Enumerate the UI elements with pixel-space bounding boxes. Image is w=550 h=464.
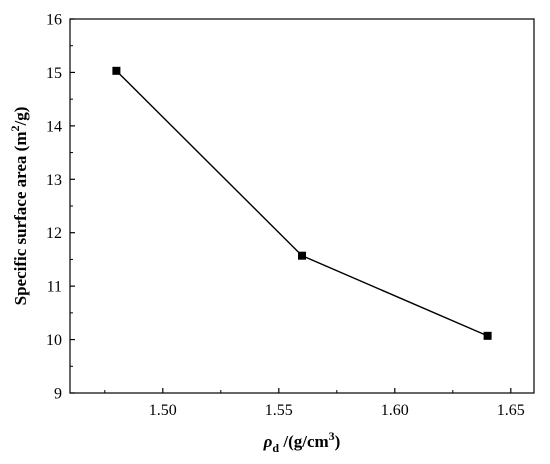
data-point-marker (112, 66, 121, 75)
data-point-marker (483, 331, 492, 340)
x-axis-title-subscript: d (272, 441, 279, 455)
y-tick-label: 11 (47, 279, 62, 296)
y-tick-label: 15 (46, 65, 62, 82)
x-tick-label: 1.60 (381, 402, 409, 419)
plot-area-frame (69, 18, 535, 394)
x-tick-label: 1.65 (497, 402, 525, 419)
x-axis-title: ρd /(g/cm3) (263, 429, 341, 455)
series-line (115, 70, 488, 337)
y-axis-title-text: Specific surface area (m (11, 132, 30, 306)
x-axis-title-close: ) (335, 432, 341, 451)
y-tick-label: 10 (46, 332, 62, 349)
y-axis-title: Specific surface area (m2/g) (8, 107, 30, 306)
y-axis-title-close: /g) (11, 107, 30, 127)
y-tick-label: 14 (46, 118, 62, 135)
y-tick-label: 9 (54, 386, 62, 403)
y-tick-label: 12 (46, 225, 62, 242)
y-tick-label: 16 (46, 12, 62, 29)
x-tick-label: 1.55 (265, 402, 293, 419)
series-layer (112, 66, 492, 340)
x-axis-title-unit: /(g/cm (279, 432, 329, 451)
data-point-marker (298, 251, 306, 260)
x-axis-title-superscript: 3 (329, 429, 335, 443)
x-axis-ticks: 1.50 1.55 1.60 1.65 (104, 388, 525, 419)
x-axis-title-rho: ρ (263, 432, 273, 451)
y-tick-label: 13 (46, 172, 62, 189)
x-tick-label: 1.50 (149, 402, 177, 419)
y-axis-title-superscript: 2 (8, 126, 22, 132)
y-axis-ticks: 9 10 11 12 13 14 15 16 (46, 12, 75, 403)
